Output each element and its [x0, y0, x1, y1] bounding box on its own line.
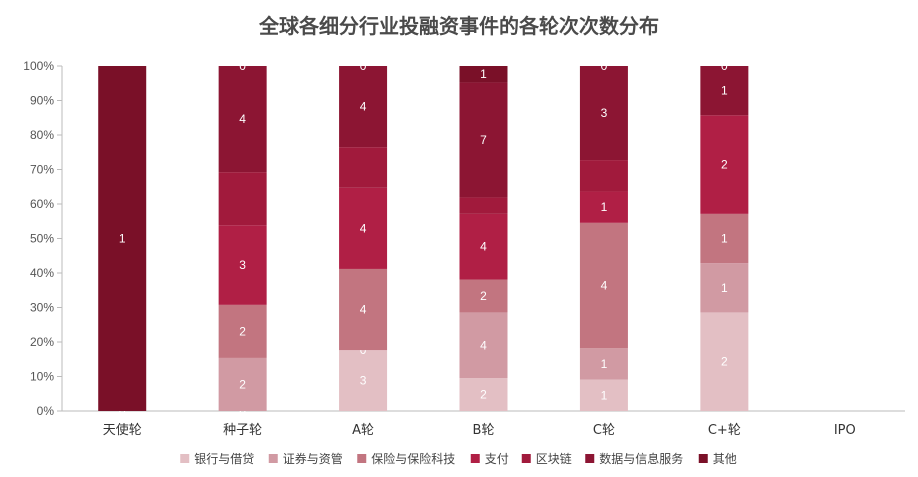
bar-segment	[218, 357, 267, 411]
y-tick-label: 40%	[30, 266, 54, 280]
y-tick-label: 0%	[37, 404, 55, 418]
bar-segment	[218, 172, 267, 226]
data-label: 1	[721, 232, 728, 246]
y-tick-label: 100%	[23, 59, 54, 73]
data-label: 4	[360, 303, 367, 317]
data-label: 4	[480, 338, 487, 352]
bar-segment	[339, 350, 388, 411]
bar-segment	[459, 197, 508, 214]
y-tick-label: 50%	[30, 232, 54, 246]
x-tick-label: IPO	[834, 423, 856, 438]
data-label: 1	[721, 84, 728, 98]
legend-swatch	[180, 454, 190, 463]
bar-segment	[459, 378, 508, 411]
y-tick-label: 20%	[30, 335, 54, 349]
legend-swatch	[357, 454, 367, 463]
bar-segment	[459, 213, 508, 280]
data-label: 3	[360, 374, 367, 388]
bar-segment	[700, 312, 749, 411]
x-tick-label: B轮	[473, 423, 495, 438]
data-label: 3	[601, 106, 608, 120]
y-tick-label: 90%	[30, 94, 54, 108]
y-tick-label: 60%	[30, 197, 54, 211]
x-tick-label: 天使轮	[103, 422, 142, 438]
legend-label: 证券与资管	[283, 451, 343, 466]
legend-label: 数据与信息服务	[599, 451, 683, 466]
bar-segment	[579, 160, 628, 192]
y-tick-label: 70%	[30, 163, 54, 177]
bar-segment	[579, 222, 628, 349]
bar-segment	[579, 379, 628, 411]
legend-swatch	[521, 454, 531, 463]
data-label: 1	[601, 200, 608, 214]
data-label: 3	[239, 258, 246, 272]
bar-segment	[459, 279, 508, 313]
data-label: 1	[721, 281, 728, 295]
data-label: 0	[239, 59, 246, 73]
bar-segment	[579, 66, 628, 161]
bar-segment	[218, 66, 267, 173]
data-label: 2	[239, 377, 246, 391]
bar-segment	[700, 213, 749, 264]
legend-label: 支付	[485, 452, 509, 466]
bar-segment	[700, 66, 749, 116]
bar-segment	[700, 263, 749, 313]
legend-label: 银行与借贷	[194, 452, 254, 466]
bar-segment	[339, 268, 388, 351]
data-label: 2	[480, 289, 487, 303]
bar-segment	[218, 225, 267, 305]
data-label: 1	[601, 357, 608, 371]
y-tick-label: 30%	[30, 301, 54, 315]
data-label: 2	[239, 324, 246, 338]
bar-segment	[459, 312, 508, 379]
legend-label: 其他	[713, 452, 737, 466]
bar-segment	[339, 187, 388, 269]
data-label: 2	[480, 388, 487, 402]
data-label: 0	[721, 59, 728, 73]
x-tick-label: C+轮	[708, 423, 741, 438]
chart-title: 全球各细分行业投融资事件的各轮次次数分布	[259, 14, 659, 38]
bar-segment	[459, 66, 508, 83]
data-label: 4	[360, 221, 367, 235]
data-label: 0	[360, 343, 367, 357]
legend-swatch	[268, 454, 278, 463]
data-label: 1	[119, 232, 126, 246]
data-label: 4	[360, 100, 367, 114]
bar-segment	[339, 66, 388, 148]
legend-label: 区块链	[536, 451, 572, 466]
bar-segment	[579, 191, 628, 223]
data-label: 4	[480, 240, 487, 254]
data-label: 4	[239, 112, 246, 126]
data-label: 0	[360, 59, 367, 73]
data-label: 4	[601, 279, 608, 293]
bar-segment	[459, 82, 508, 198]
bar-segment	[339, 147, 388, 188]
data-label: 1	[480, 67, 487, 81]
x-tick-label: 种子轮	[223, 423, 262, 438]
y-tick-label: 10%	[30, 370, 54, 384]
bar-segment	[579, 348, 628, 380]
data-label: 2	[721, 355, 728, 369]
data-label: 2	[721, 158, 728, 172]
x-tick-label: A轮	[352, 423, 374, 438]
data-label: 0	[601, 59, 608, 73]
x-tick-label: C轮	[593, 423, 615, 438]
legend-swatch	[698, 454, 708, 463]
legend-label: 保险与保险科技	[371, 451, 455, 466]
y-tick-label: 80%	[30, 128, 54, 142]
data-label: 7	[480, 133, 487, 147]
legend-swatch	[470, 454, 480, 463]
bar-segment	[218, 304, 267, 358]
bar-segment	[700, 115, 749, 214]
legend-swatch	[585, 454, 595, 463]
bar-segment	[98, 66, 147, 411]
data-label: 1	[601, 388, 608, 402]
